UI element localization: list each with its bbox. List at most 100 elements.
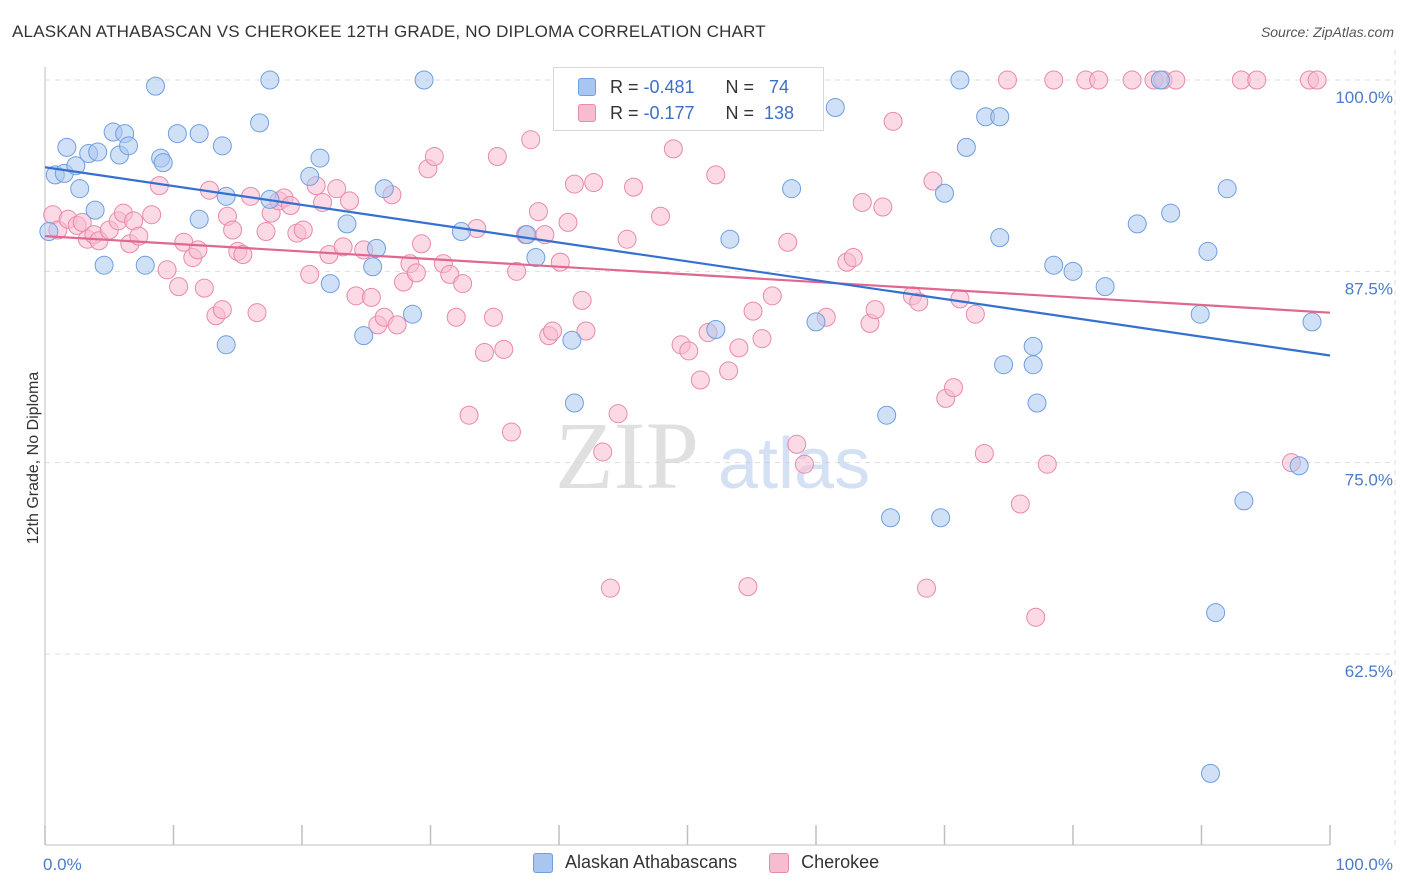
scatter-point xyxy=(1190,304,1210,324)
scatter-point xyxy=(1217,179,1237,199)
source-label: Source: ZipAtlas.com xyxy=(1260,24,1394,40)
scatter-point xyxy=(550,252,570,272)
scatter-point xyxy=(39,222,59,242)
scatter-point xyxy=(494,339,514,359)
scatter-point xyxy=(1044,255,1064,275)
scatter-point xyxy=(374,179,394,199)
athabascan-points xyxy=(39,70,1322,783)
scatter-point xyxy=(247,303,267,323)
scatter-point xyxy=(167,124,187,144)
watermark: ZIP atlas xyxy=(555,402,870,509)
y-tick-label: 75.0% xyxy=(1345,471,1393,490)
scatter-point xyxy=(873,197,893,217)
scatter-point xyxy=(337,214,357,234)
scatter-point xyxy=(990,107,1010,127)
scatter-point xyxy=(935,183,954,203)
scatter-point xyxy=(806,312,826,332)
cherokee-points xyxy=(43,70,1327,627)
scatter-point xyxy=(223,220,243,240)
scatter-point xyxy=(1307,70,1327,90)
scatter-point xyxy=(1023,355,1043,375)
legend-swatch-pink xyxy=(578,104,596,122)
trend-line-cherokee xyxy=(44,235,1331,314)
scatter-point xyxy=(451,222,471,242)
scatter-point xyxy=(883,111,903,131)
scatter-point xyxy=(483,307,503,327)
scatter-point xyxy=(843,248,863,268)
scatter-point xyxy=(169,277,189,297)
legend-item-cherokee[interactable]: Cherokee xyxy=(769,852,879,873)
scatter-point xyxy=(1198,241,1218,261)
scatter-point xyxy=(85,200,105,220)
series-legend: Alaskan Athabascans Cherokee xyxy=(533,852,911,873)
legend-r-label: R = xyxy=(610,102,639,123)
scatter-point xyxy=(57,137,77,157)
scatter-point xyxy=(990,228,1010,248)
scatter-point xyxy=(1161,203,1181,223)
scatter-point xyxy=(440,264,460,284)
legend-item-athabascan[interactable]: Alaskan Athabascans xyxy=(533,852,737,873)
x-tick-label: 100.0% xyxy=(1335,855,1393,874)
scatter-point xyxy=(950,70,970,90)
scatter-point xyxy=(293,220,313,240)
trend-line-athabascan xyxy=(44,166,1331,357)
scatter-point xyxy=(917,578,937,598)
legend-n-label: N = xyxy=(725,102,755,123)
legend-r-value: -0.481 xyxy=(643,76,695,97)
scatter-point xyxy=(624,177,644,197)
scatter-point xyxy=(354,326,374,346)
scatter-point xyxy=(424,147,444,167)
scatter-point xyxy=(762,286,782,306)
scatter-point xyxy=(88,142,108,162)
scatter-point xyxy=(387,315,407,335)
scatter-point xyxy=(250,113,270,133)
scatter-point xyxy=(280,196,300,216)
scatter-point xyxy=(778,232,798,252)
scatter-point xyxy=(931,508,951,528)
scatter-point xyxy=(720,229,740,249)
scatter-point xyxy=(923,171,943,191)
scatter-point xyxy=(600,578,620,598)
scatter-point xyxy=(70,179,90,199)
scatter-point xyxy=(157,260,177,280)
scatter-point xyxy=(1044,70,1064,90)
trend-lines xyxy=(44,166,1331,357)
scatter-point xyxy=(340,191,360,211)
scatter-point xyxy=(189,209,209,229)
scatter-point xyxy=(584,173,604,193)
scatter-point xyxy=(446,307,466,327)
legend-swatch-blue xyxy=(578,78,596,96)
scatter-point xyxy=(974,443,994,463)
scatter-point xyxy=(787,434,807,454)
scatter-point xyxy=(950,289,970,309)
scatter-point xyxy=(233,244,253,264)
scatter-point xyxy=(852,192,872,212)
scatter-point xyxy=(1289,456,1309,476)
scatter-point xyxy=(487,147,507,167)
scatter-point xyxy=(153,153,173,173)
scatter-point xyxy=(1037,454,1057,474)
scatter-point xyxy=(406,263,426,283)
scatter-point xyxy=(564,174,584,194)
scatter-point xyxy=(593,442,613,462)
scatter-point xyxy=(572,290,592,310)
scatter-point xyxy=(333,237,353,257)
y-tick-label: 100.0% xyxy=(1335,88,1393,107)
scatter-point xyxy=(965,304,985,324)
scatter-point xyxy=(1089,70,1109,90)
scatter-point xyxy=(1063,261,1083,281)
scatter-point xyxy=(679,341,699,361)
scatter-point xyxy=(310,148,330,168)
scatter-point xyxy=(300,166,320,186)
scatter-point xyxy=(412,234,432,254)
y-tick-label: 62.5% xyxy=(1345,662,1393,681)
scatter-point xyxy=(564,393,584,413)
scatter-point xyxy=(414,70,434,90)
legend-label-cherokee: Cherokee xyxy=(801,852,880,872)
scatter-point xyxy=(474,342,494,362)
scatter-point xyxy=(216,186,236,206)
scatter-point xyxy=(212,300,232,320)
scatter-point xyxy=(782,179,802,199)
scatter-point xyxy=(94,255,114,275)
scatter-point xyxy=(562,330,582,350)
